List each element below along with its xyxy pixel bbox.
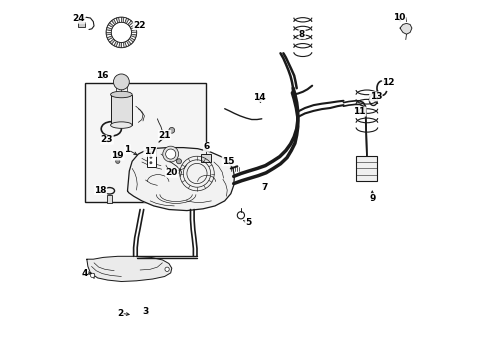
Text: 22: 22 (133, 21, 145, 30)
Text: 5: 5 (244, 218, 251, 227)
Circle shape (164, 267, 169, 271)
Circle shape (149, 156, 152, 159)
Text: 7: 7 (261, 183, 267, 192)
Polygon shape (123, 18, 126, 23)
Polygon shape (107, 25, 112, 29)
Polygon shape (121, 42, 124, 48)
Polygon shape (130, 36, 135, 40)
Circle shape (115, 159, 120, 163)
Polygon shape (127, 148, 234, 211)
Text: 12: 12 (382, 77, 394, 86)
Polygon shape (127, 39, 133, 44)
Text: 11: 11 (353, 107, 365, 116)
Polygon shape (131, 34, 136, 37)
Polygon shape (129, 23, 134, 27)
Polygon shape (110, 21, 115, 26)
Polygon shape (106, 30, 111, 32)
Polygon shape (129, 37, 134, 42)
Text: 19: 19 (111, 151, 124, 160)
Polygon shape (108, 23, 113, 27)
Bar (200, 154, 211, 162)
Polygon shape (119, 17, 121, 22)
Polygon shape (126, 40, 131, 45)
Polygon shape (111, 40, 116, 45)
Polygon shape (123, 42, 126, 47)
Circle shape (168, 127, 174, 133)
Polygon shape (114, 18, 118, 24)
Circle shape (113, 74, 129, 90)
Polygon shape (108, 37, 113, 42)
Polygon shape (121, 17, 124, 22)
Polygon shape (106, 32, 111, 35)
Bar (146, 149, 155, 167)
Circle shape (90, 273, 95, 278)
Text: 17: 17 (143, 148, 156, 156)
Polygon shape (116, 18, 120, 23)
Polygon shape (114, 41, 118, 46)
Bar (356, 156, 377, 181)
Polygon shape (111, 19, 116, 25)
Polygon shape (131, 30, 136, 32)
Polygon shape (131, 32, 136, 35)
Polygon shape (107, 36, 112, 40)
Circle shape (115, 153, 120, 157)
Polygon shape (106, 27, 112, 31)
Polygon shape (124, 18, 129, 24)
Bar (107, 195, 112, 203)
Bar (78, 22, 84, 27)
Text: 4: 4 (81, 269, 87, 278)
Circle shape (176, 159, 181, 164)
Ellipse shape (110, 91, 132, 98)
Bar (85, 83, 205, 202)
Text: 3: 3 (142, 307, 148, 316)
Polygon shape (131, 27, 136, 31)
Polygon shape (130, 25, 135, 29)
Text: 8: 8 (298, 30, 305, 39)
Circle shape (163, 146, 178, 162)
Text: 13: 13 (369, 92, 381, 101)
Polygon shape (116, 42, 120, 47)
Polygon shape (126, 19, 131, 25)
Text: 16: 16 (96, 71, 108, 80)
Circle shape (111, 22, 131, 42)
Text: 15: 15 (222, 157, 234, 166)
Polygon shape (106, 34, 112, 37)
Bar (110, 94, 132, 125)
Polygon shape (119, 42, 121, 48)
Text: 23: 23 (101, 135, 113, 144)
Polygon shape (127, 21, 133, 26)
Text: 24: 24 (72, 14, 85, 23)
Polygon shape (124, 41, 129, 46)
Text: 9: 9 (368, 194, 375, 202)
Text: 20: 20 (165, 168, 178, 177)
Circle shape (165, 149, 175, 159)
Polygon shape (87, 256, 171, 282)
Text: 14: 14 (252, 93, 264, 102)
Text: 18: 18 (94, 186, 106, 194)
Text: 1: 1 (124, 145, 130, 154)
Text: 21: 21 (158, 130, 170, 139)
Circle shape (149, 150, 152, 153)
Polygon shape (110, 39, 115, 44)
Text: 2: 2 (117, 309, 123, 318)
Polygon shape (399, 23, 411, 34)
Circle shape (149, 161, 152, 164)
Ellipse shape (110, 122, 132, 129)
Text: 10: 10 (392, 13, 405, 22)
Text: 6: 6 (203, 142, 209, 151)
